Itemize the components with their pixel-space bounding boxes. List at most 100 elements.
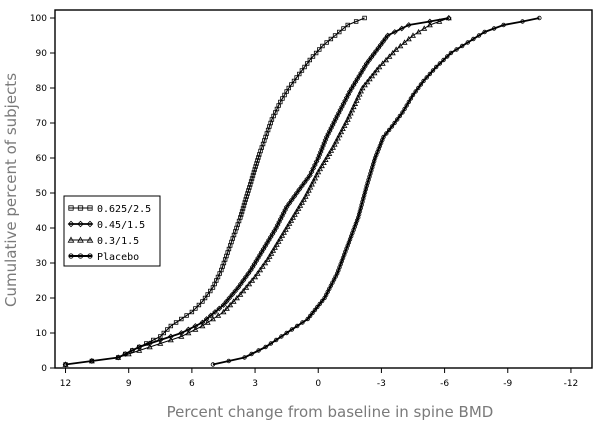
data-point	[202, 295, 208, 301]
data-point	[165, 327, 170, 332]
data-point	[381, 134, 386, 140]
data-point	[355, 94, 362, 100]
data-point	[266, 253, 273, 259]
data-point	[249, 176, 255, 181]
data-point	[161, 330, 167, 336]
data-point	[454, 47, 459, 52]
data-point	[426, 21, 433, 28]
data-point	[356, 91, 363, 97]
data-point	[352, 100, 359, 106]
data-point	[226, 358, 231, 364]
data-point	[315, 304, 320, 310]
data-point	[237, 291, 244, 297]
data-point	[210, 362, 216, 367]
legend: 0.625/2.5 0.45/1.5 0.3/1.5 Placebo	[63, 195, 161, 267]
data-point	[238, 215, 243, 220]
data-point	[245, 191, 250, 196]
x-axis-ticks: 12 9 6 3 0 -3 -6 -9 -12	[60, 368, 578, 389]
data-point	[520, 19, 525, 24]
legend-item: 0.45/1.5	[67, 220, 145, 231]
data-point	[271, 244, 278, 250]
data-point	[239, 212, 244, 217]
data-point	[313, 171, 320, 178]
data-point	[445, 14, 452, 21]
data-point	[277, 235, 284, 241]
data-point	[237, 281, 244, 287]
x-tick-label: -9	[503, 379, 512, 389]
data-point	[158, 334, 163, 339]
data-point	[284, 223, 291, 229]
data-point	[87, 253, 93, 259]
data-point	[223, 298, 230, 305]
legend-item: Placebo	[68, 252, 139, 263]
data-point	[339, 125, 346, 132]
data-point	[436, 18, 443, 24]
data-point	[401, 39, 408, 45]
x-tick-label: 6	[189, 379, 195, 389]
data-point	[240, 277, 247, 284]
data-point	[248, 182, 253, 187]
data-point	[364, 78, 371, 85]
data-point	[257, 266, 264, 273]
data-point	[248, 179, 254, 184]
data-point	[307, 313, 313, 319]
data-point	[125, 350, 132, 357]
data-point	[416, 85, 421, 91]
data-point	[338, 128, 345, 135]
series-circle	[210, 15, 542, 367]
data-point	[306, 172, 313, 179]
y-tick-label: 30	[36, 259, 48, 269]
data-point	[324, 40, 329, 45]
data-point	[402, 106, 407, 112]
data-point	[268, 341, 274, 346]
data-point	[332, 33, 338, 38]
data-point	[157, 340, 164, 346]
data-point	[433, 64, 439, 70]
data-point	[405, 22, 412, 28]
legend-item: 0.3/1.5	[67, 236, 139, 247]
data-point	[286, 200, 293, 207]
data-point	[86, 236, 94, 243]
data-point	[421, 78, 426, 84]
data-point	[268, 250, 275, 256]
data-point	[459, 43, 465, 49]
data-point	[328, 36, 334, 42]
data-point	[380, 38, 386, 45]
data-point	[310, 310, 315, 316]
data-point	[310, 54, 316, 59]
data-point	[336, 131, 343, 138]
data-point	[241, 203, 247, 208]
data-point	[289, 82, 294, 87]
data-point	[192, 323, 199, 329]
y-tick-label: 10	[36, 329, 48, 339]
data-point	[376, 63, 383, 70]
data-point	[249, 277, 256, 283]
data-point	[359, 84, 366, 91]
data-point	[199, 319, 206, 326]
data-point	[167, 333, 174, 340]
data-point	[366, 57, 372, 64]
data-point	[122, 351, 129, 357]
data-point	[346, 113, 353, 119]
data-point	[207, 312, 214, 319]
data-point	[242, 355, 247, 360]
data-point	[343, 119, 350, 125]
y-tick-label: 70	[36, 119, 48, 129]
data-point	[212, 309, 218, 315]
data-point	[393, 46, 400, 52]
y-tick-label: 60	[36, 154, 48, 164]
data-point	[465, 40, 470, 45]
data-point	[413, 89, 418, 94]
data-point	[344, 116, 351, 122]
legend-label: 0.45/1.5	[97, 220, 145, 231]
data-point	[307, 184, 314, 190]
data-point	[363, 60, 370, 67]
series-triangle	[62, 14, 452, 367]
data-point	[305, 187, 312, 193]
data-point	[291, 193, 298, 200]
data-point	[313, 158, 320, 165]
data-point	[358, 88, 364, 94]
data-point	[178, 333, 185, 339]
data-point	[168, 323, 174, 329]
data-point	[262, 259, 269, 266]
